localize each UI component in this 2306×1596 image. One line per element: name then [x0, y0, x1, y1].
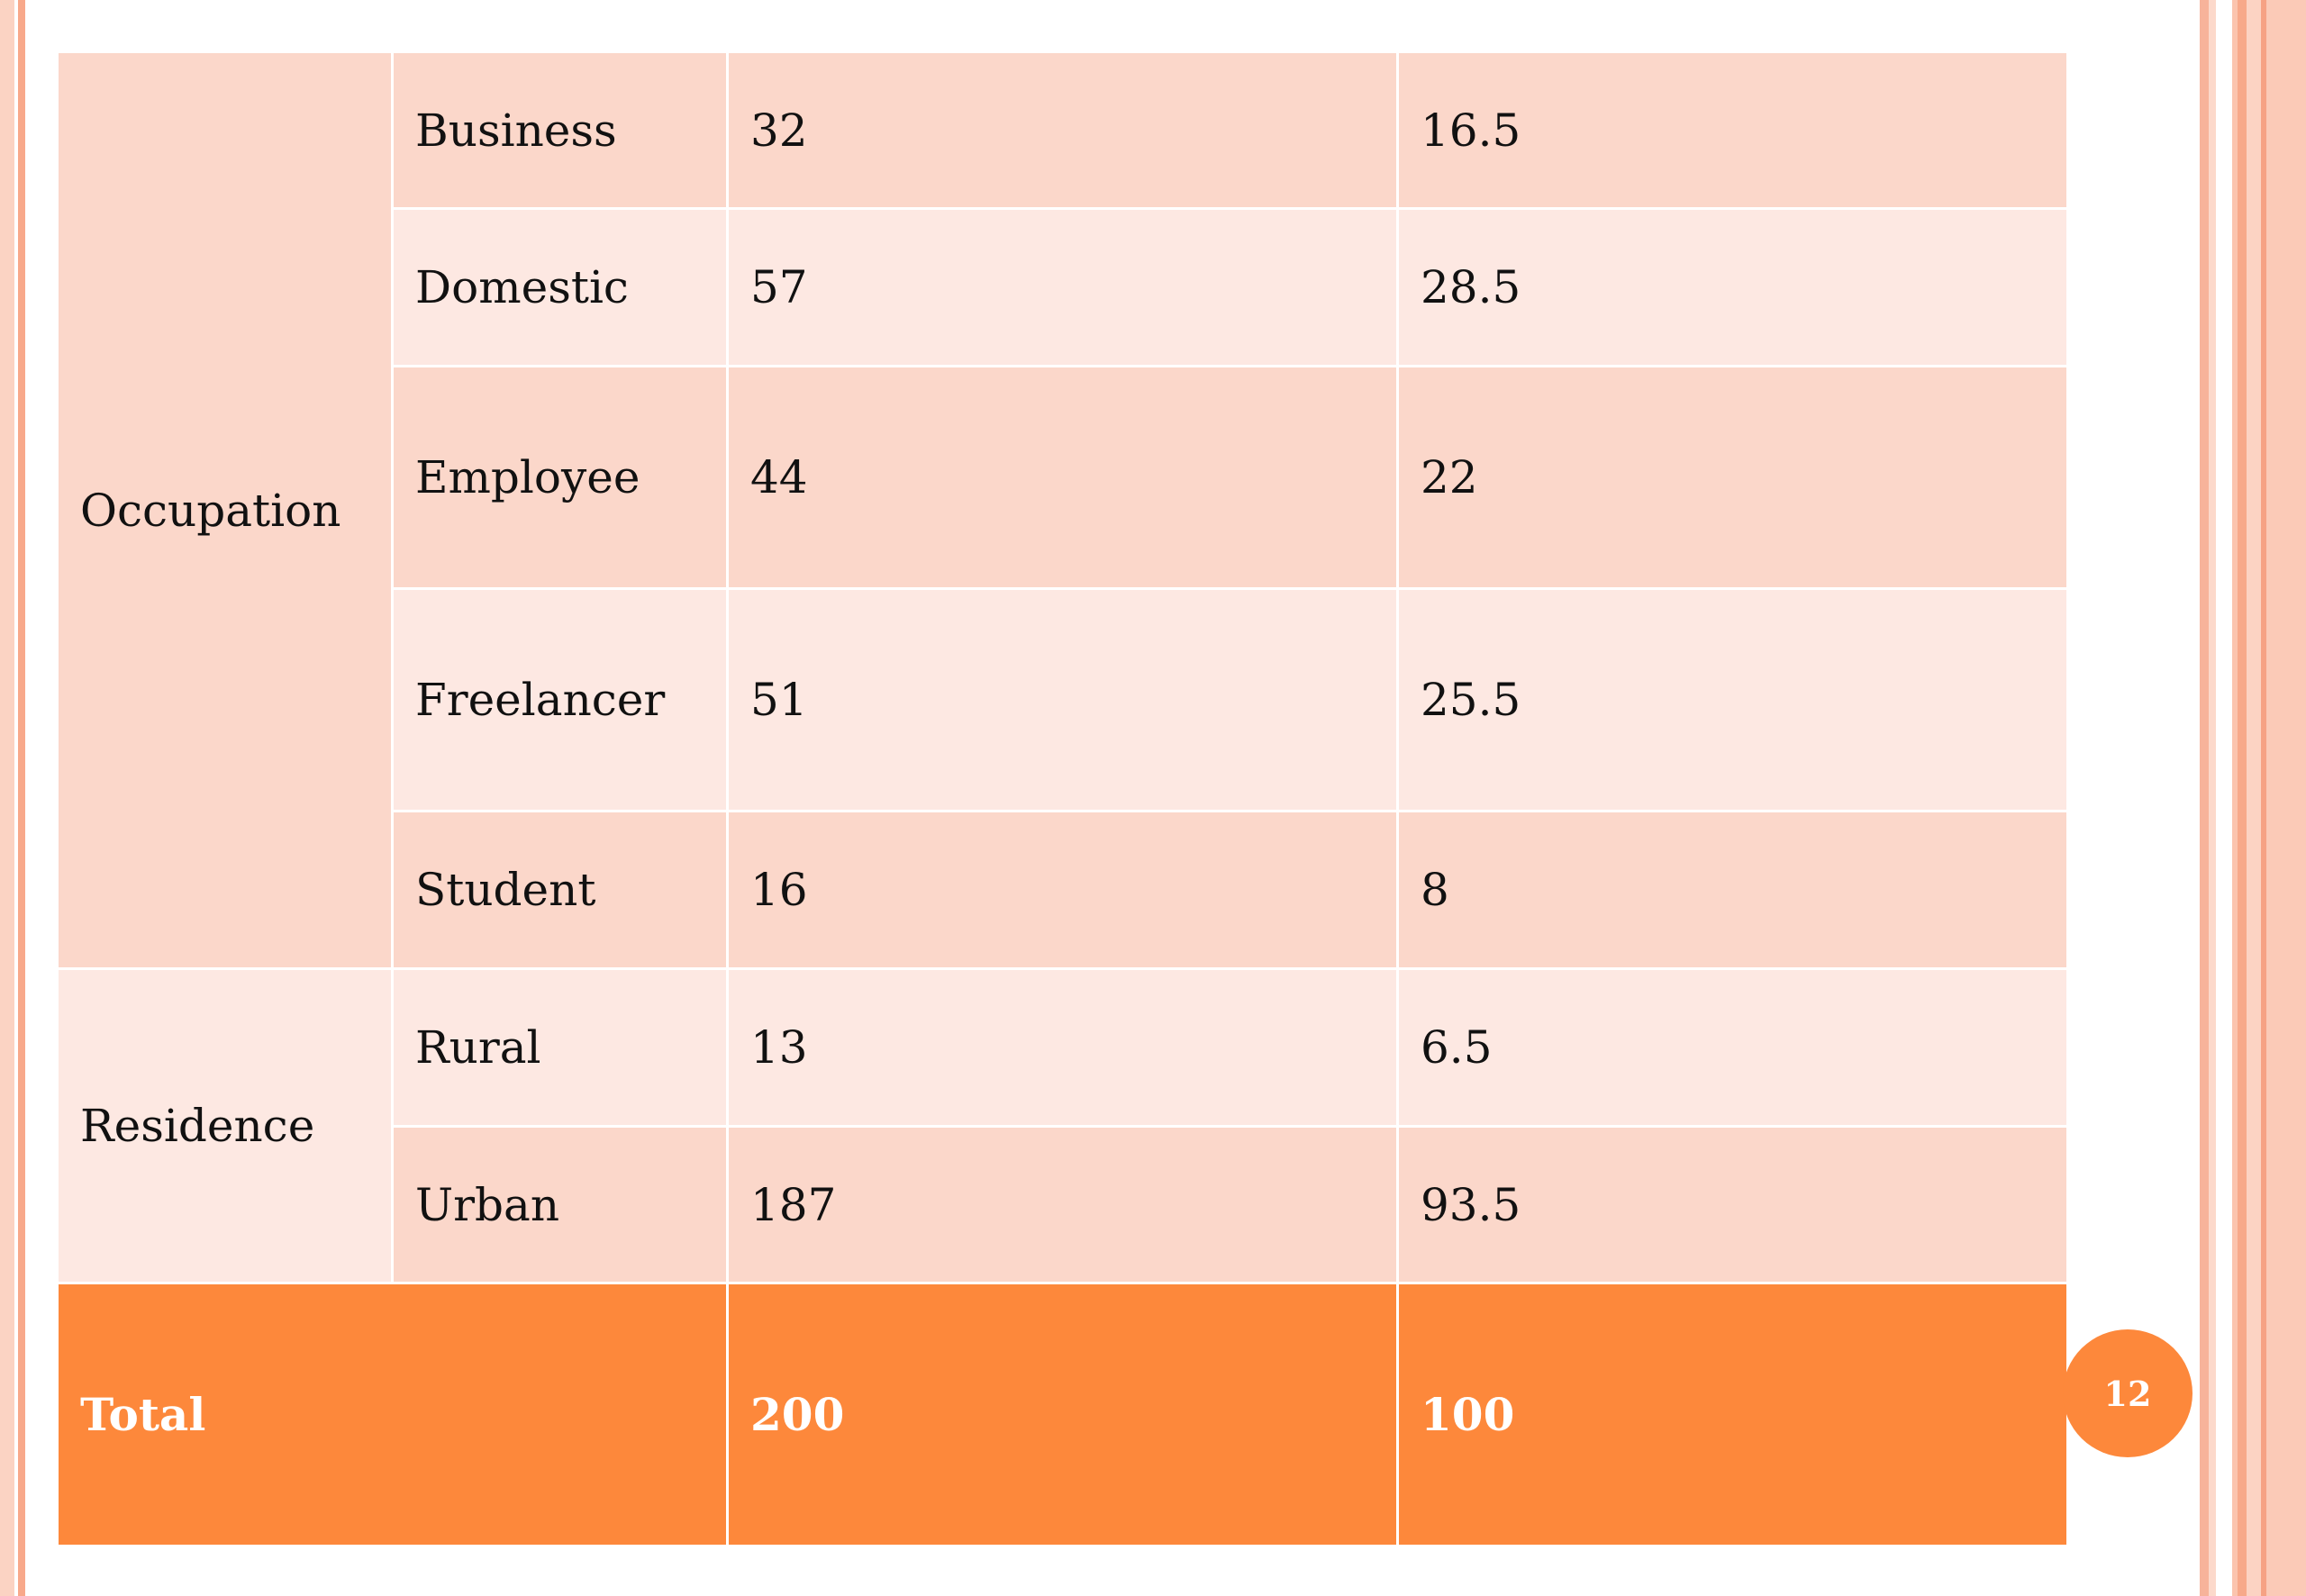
category-cell: Rural: [391, 967, 729, 1128]
right-border-stripe: [2232, 0, 2238, 1596]
total-label: Total: [56, 1282, 729, 1547]
percent-cell: 25.5: [1396, 587, 2069, 812]
count-cell: 16: [726, 810, 1399, 970]
count-cell: 51: [726, 587, 1399, 812]
right-border-stripe: [2209, 0, 2216, 1596]
right-border-stripe: [2247, 0, 2261, 1596]
percent-cell: 22: [1396, 365, 2069, 590]
table-row: Residence Rural 13 6.5: [56, 967, 2069, 1284]
table-row: Employee 44 22: [58, 365, 2069, 590]
percent-cell: 8: [1396, 810, 2069, 970]
table-row: Urban 187 93.5: [58, 1125, 2069, 1284]
category-cell: Business: [391, 50, 729, 210]
right-border-stripe: [2261, 0, 2266, 1596]
percent-cell: 93.5: [1396, 1125, 2069, 1284]
data-table: Occupation Business 32 16.5 Domestic 57 …: [56, 50, 2069, 1547]
total-percent: 100: [1396, 1282, 2069, 1547]
left-border-stripe: [18, 0, 25, 1596]
right-border-stripe: [2216, 0, 2232, 1596]
total-count: 200: [726, 1282, 1399, 1547]
table-row: Domestic 57 28.5: [58, 207, 2069, 367]
count-cell: 57: [726, 207, 1399, 367]
percent-cell: 16.5: [1396, 50, 2069, 210]
right-border-stripe: [2266, 0, 2306, 1596]
category-cell: Student: [391, 810, 729, 970]
count-cell: 187: [726, 1125, 1399, 1284]
total-row: Total 200 100: [56, 1282, 2069, 1547]
count-cell: 32: [726, 50, 1399, 210]
right-border-stripe: [2200, 0, 2209, 1596]
percent-cell: 6.5: [1396, 967, 2069, 1128]
table-row: Student 16 8: [58, 810, 2069, 970]
category-cell: Employee: [391, 365, 729, 590]
count-cell: 44: [726, 365, 1399, 590]
table-row: Freelancer 51 25.5: [58, 587, 2069, 812]
percent-cell: 28.5: [1396, 207, 2069, 367]
group-label-occupation: Occupation: [56, 50, 394, 970]
category-cell: Urban: [391, 1125, 729, 1284]
page-number-badge: 12: [2063, 1329, 2193, 1457]
category-cell: Freelancer: [391, 587, 729, 812]
left-border-stripe: [0, 0, 14, 1596]
category-cell: Domestic: [391, 207, 729, 367]
count-cell: 13: [726, 967, 1399, 1128]
table-row: Occupation Business 32 16.5: [56, 50, 2069, 970]
left-border-stripe: [14, 0, 18, 1596]
group-label-residence: Residence: [56, 967, 394, 1284]
right-border-stripe: [2238, 0, 2247, 1596]
